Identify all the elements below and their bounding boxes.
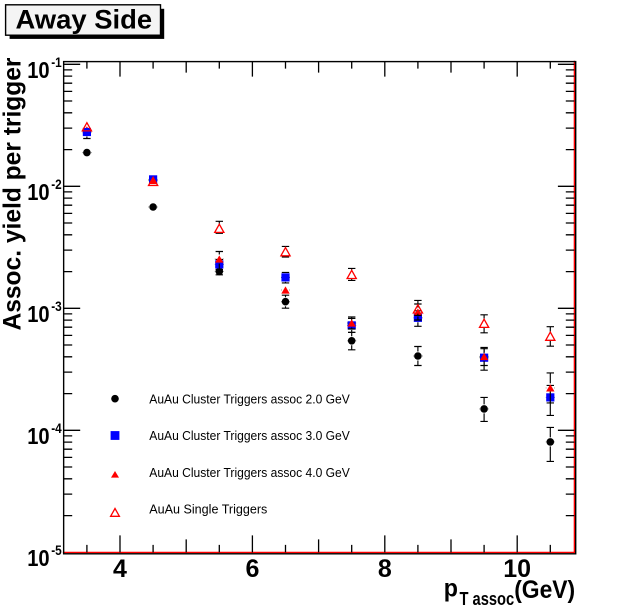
svg-text:-3: -3 [51,298,62,314]
svg-text:8: 8 [378,555,392,583]
svg-text:p: p [444,575,458,603]
svg-text:4: 4 [113,555,127,583]
svg-text:10: 10 [27,301,49,327]
svg-text:10: 10 [27,179,49,205]
svg-text:AuAu Single Triggers: AuAu Single Triggers [149,502,267,517]
svg-text:Assoc. yield per trigger: Assoc. yield per trigger [0,57,26,330]
svg-text:6: 6 [245,555,259,583]
svg-text:-5: -5 [51,542,62,558]
svg-text:-1: -1 [51,54,62,70]
svg-text:AuAu Cluster Triggers assoc 3.: AuAu Cluster Triggers assoc 3.0 GeV [149,428,350,443]
svg-text:T assoc: T assoc [460,588,515,609]
svg-text:(GeV): (GeV) [514,576,575,604]
svg-text:-4: -4 [51,420,62,436]
svg-text:10: 10 [27,423,49,449]
svg-text:AuAu Cluster Triggers assoc 2.: AuAu Cluster Triggers assoc 2.0 GeV [149,391,350,406]
svg-text:-2: -2 [51,176,62,192]
svg-text:10: 10 [503,555,531,583]
svg-text:AuAu Cluster Triggers assoc 4.: AuAu Cluster Triggers assoc 4.0 GeV [149,465,350,480]
svg-text:Away Side: Away Side [16,5,153,35]
svg-text:10: 10 [27,545,49,571]
svg-text:10: 10 [27,57,49,83]
